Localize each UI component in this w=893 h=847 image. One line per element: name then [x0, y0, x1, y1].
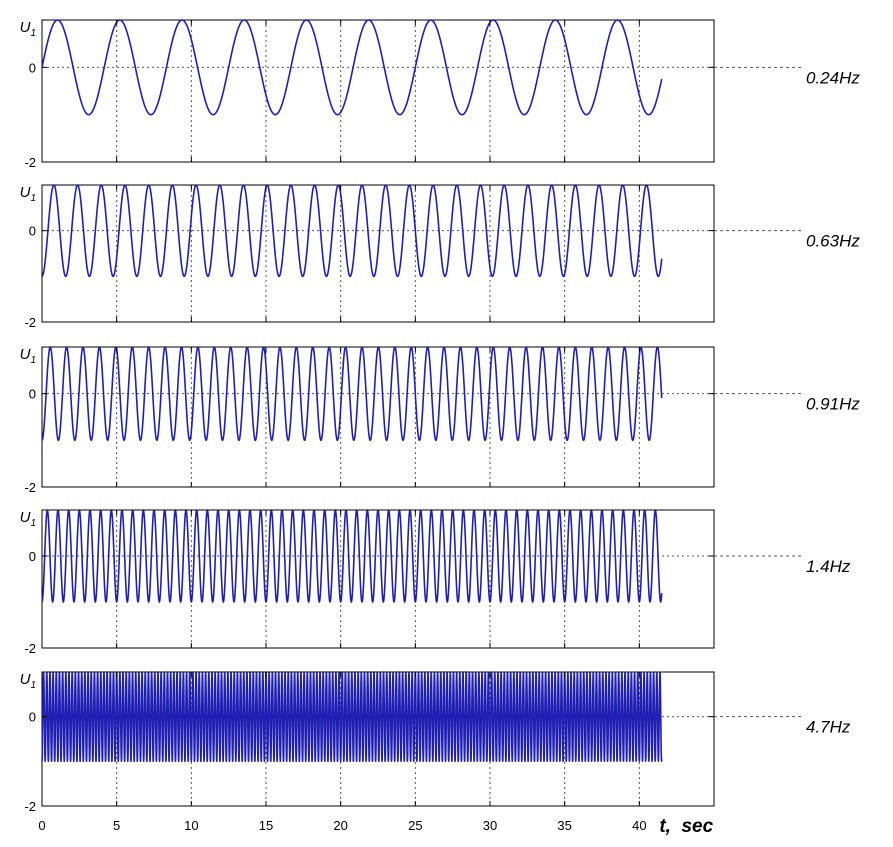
y-tick-label: -2: [24, 315, 36, 330]
x-tick-label: 15: [259, 818, 273, 833]
axes-box: [41, 19, 715, 163]
x-axis: 0 5 10 15 20 25 30 35 40 t, sec: [38, 816, 713, 837]
y-axis-label-subscript: 1: [30, 355, 36, 366]
y-axis-label-main: U: [20, 509, 31, 526]
y-axis-label-subscript: 1: [30, 28, 36, 39]
y-tick-label: -2: [24, 155, 36, 170]
subplot-1: 0 -2 U1 0.24Hz: [20, 19, 861, 170]
subplot-2: 0 -2 U1 0.63Hz: [20, 184, 861, 330]
signal-trace: [41, 671, 663, 763]
axes-box: [41, 509, 715, 649]
signal-trace: [41, 19, 663, 116]
frequency-label: 0.63Hz: [806, 232, 860, 251]
x-tick-label: 5: [113, 818, 120, 833]
x-axis-label: t, sec: [659, 816, 713, 837]
subplot-4: 0 -2 U1 1.4Hz: [20, 509, 851, 656]
y-tick-label: 0: [29, 60, 36, 75]
y-axis-label: U1: [20, 671, 36, 691]
signal-trace: [41, 509, 663, 603]
y-tick-label: 0: [29, 549, 36, 564]
x-tick-label: 25: [408, 818, 422, 833]
x-tick-label: 35: [557, 818, 571, 833]
frequency-label: 0.24Hz: [806, 68, 860, 87]
x-tick-label: 30: [483, 818, 497, 833]
y-axis-label-subscript: 1: [30, 193, 36, 204]
y-tick-label: -2: [24, 799, 36, 814]
y-axis-label: U1: [20, 19, 36, 39]
frequency-label: 0.91Hz: [806, 395, 860, 414]
y-axis-label: U1: [20, 346, 36, 366]
y-axis-label-main: U: [20, 671, 31, 688]
x-tick-label: 40: [632, 818, 646, 833]
y-tick-label: 0: [29, 224, 36, 239]
y-tick-label: -2: [24, 641, 36, 656]
frequency-label: 4.7Hz: [806, 718, 851, 737]
x-tick-label: 0: [38, 818, 45, 833]
y-tick-label: 0: [29, 710, 36, 725]
signal-trace: [41, 346, 663, 442]
x-tick-label: 10: [184, 818, 198, 833]
subplot-3: 0 -2 U1 0.91Hz: [20, 346, 861, 495]
y-axis-label: U1: [20, 184, 36, 204]
subplot-5: 0 -2 U1 4.7Hz: [20, 671, 851, 814]
signal-trace: [41, 184, 663, 278]
y-axis-label-main: U: [20, 19, 31, 36]
frequency-label: 1.4Hz: [806, 557, 851, 576]
y-axis-label-subscript: 1: [30, 680, 36, 691]
x-tick-label: 20: [333, 818, 347, 833]
y-tick-label: -2: [24, 480, 36, 495]
y-axis-label-subscript: 1: [30, 518, 36, 529]
y-tick-label: 0: [29, 387, 36, 402]
y-axis-label-main: U: [20, 346, 31, 363]
y-axis-label: U1: [20, 509, 36, 529]
y-axis-label-main: U: [20, 184, 31, 201]
